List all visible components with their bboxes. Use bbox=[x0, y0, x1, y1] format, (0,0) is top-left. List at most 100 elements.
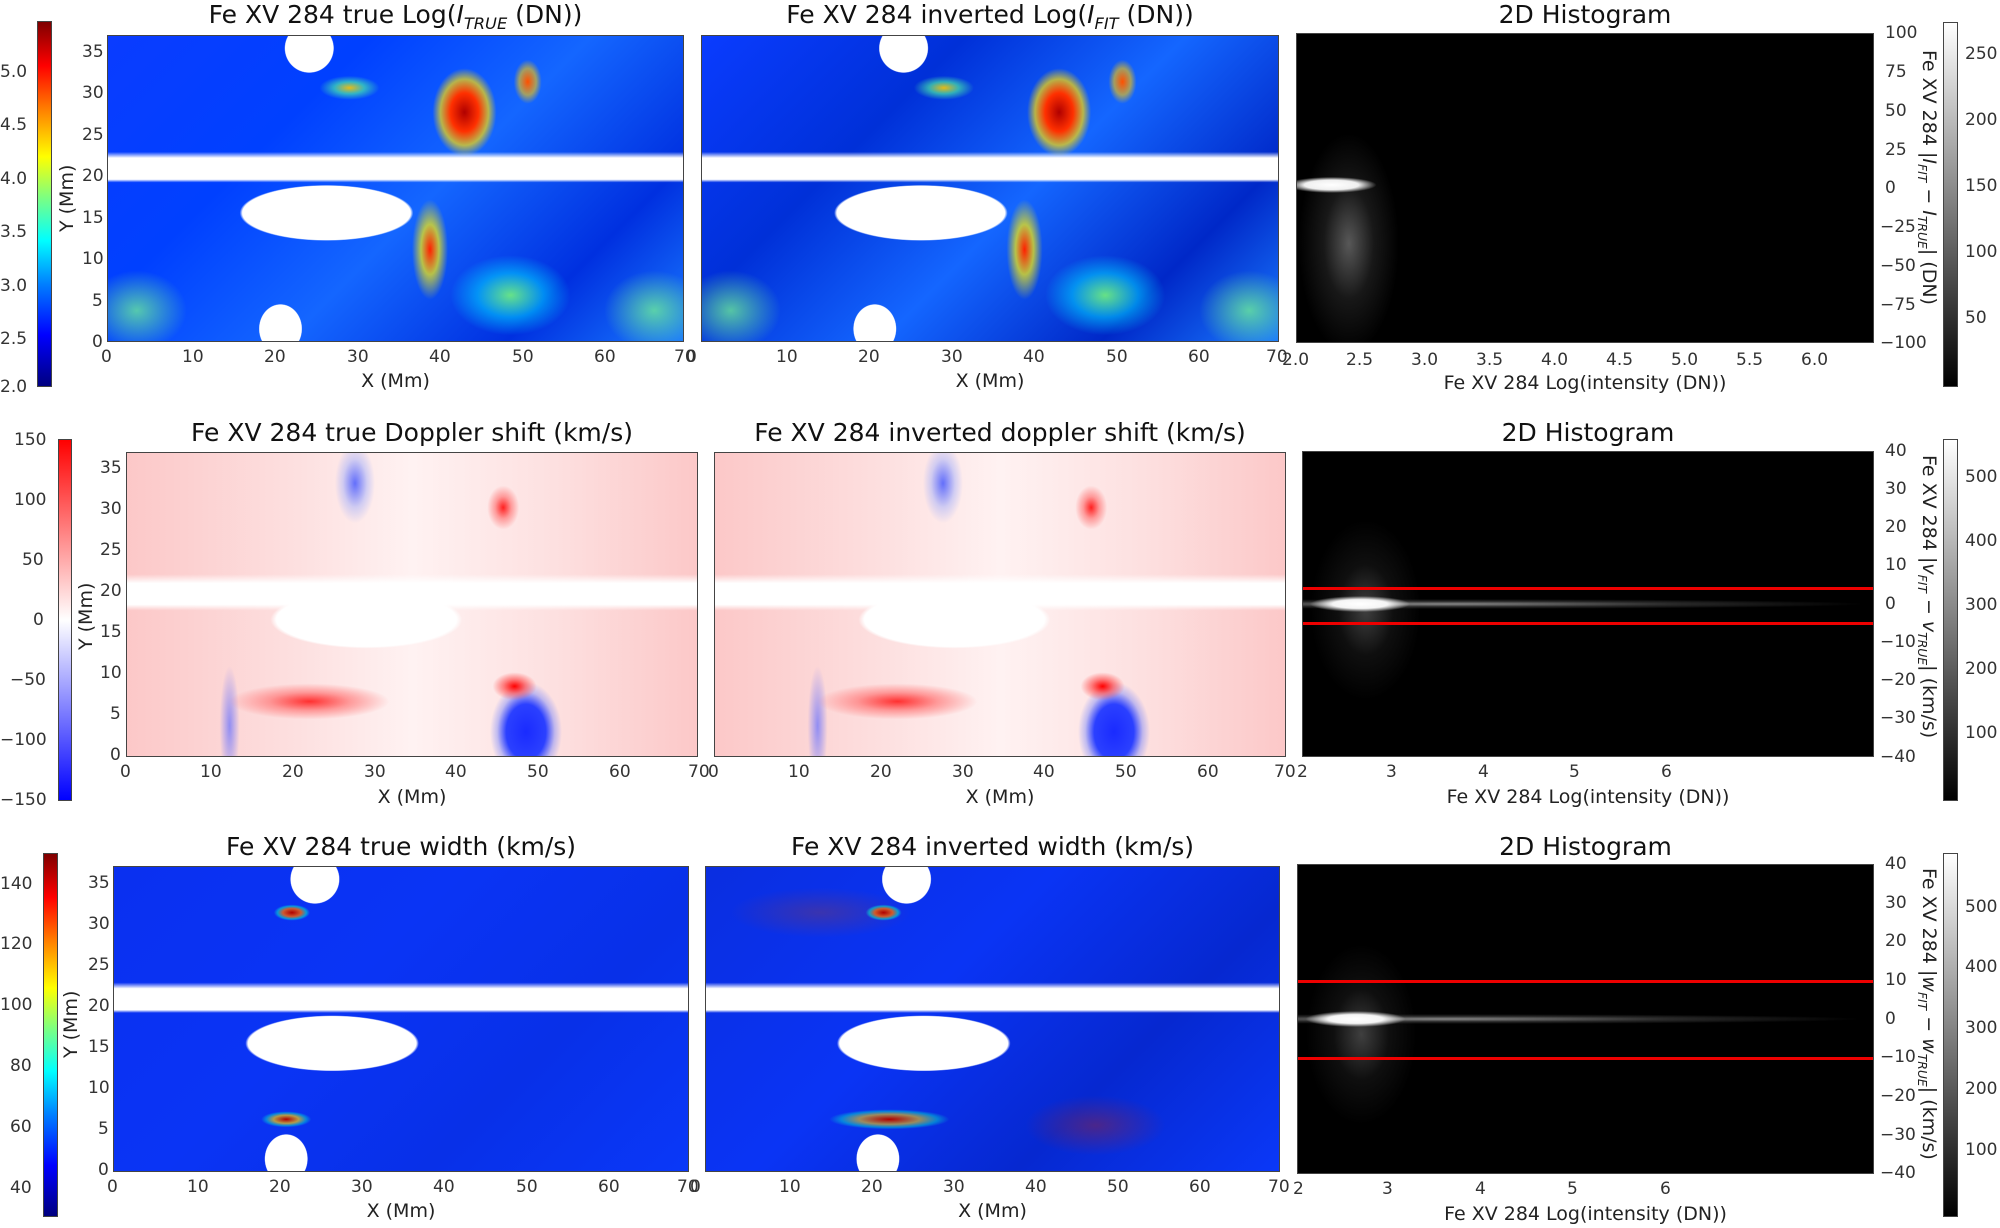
y-tick: −20 bbox=[1880, 1086, 1916, 1106]
cbar-tick: 100 bbox=[1965, 1140, 1998, 1160]
hist-xlabel: Fe XV 284 Log(intensity (DN)) bbox=[1443, 372, 1727, 394]
x-tick: 50 bbox=[1106, 347, 1128, 367]
y-tick: 30 bbox=[1885, 479, 1907, 499]
panel-title-inverted-doppler: Fe XV 284 inverted doppler shift (km/s) bbox=[754, 418, 1246, 447]
x-tick: 30 bbox=[952, 762, 974, 782]
x-tick: 10 bbox=[200, 762, 222, 782]
y-tick: 15 bbox=[88, 1037, 110, 1057]
y-tick: 0 bbox=[1885, 1009, 1896, 1029]
x-axis-label: X (Mm) bbox=[965, 786, 1035, 808]
y-tick: −40 bbox=[1880, 1163, 1916, 1183]
x-tick: 10 bbox=[182, 347, 204, 367]
y-tick: 30 bbox=[88, 914, 110, 934]
x-tick: 60 bbox=[598, 1177, 620, 1197]
map-true-width bbox=[113, 866, 689, 1172]
x-tick: 70 bbox=[677, 1177, 699, 1197]
hist-width bbox=[1297, 864, 1874, 1174]
width-colorbar bbox=[43, 853, 58, 1217]
y-tick: 20 bbox=[1885, 931, 1907, 951]
x-tick: 10 bbox=[779, 1177, 801, 1197]
cbar-tick: −150 bbox=[0, 790, 47, 810]
cbar-tick: 400 bbox=[1965, 531, 1998, 551]
hist-intensity-ylabel: Fe XV 284 |IFIT − ITRUE| (DN) bbox=[1915, 50, 1940, 305]
y-tick: 20 bbox=[88, 996, 110, 1016]
cbar-tick: 100 bbox=[1965, 242, 1998, 262]
x-tick: 30 bbox=[351, 1177, 373, 1197]
x-tick: 50 bbox=[512, 347, 534, 367]
y-tick: −30 bbox=[1880, 708, 1916, 728]
x-tick: 50 bbox=[527, 762, 549, 782]
panel-title-inverted-width: Fe XV 284 inverted width (km/s) bbox=[790, 832, 1195, 861]
panel-title-true-intensity: Fe XV 284 true Log(ITRUE (DN)) bbox=[208, 0, 583, 33]
x-tick: 4.0 bbox=[1541, 350, 1569, 370]
cbar-tick: 400 bbox=[1965, 957, 1998, 977]
hist-intensity-colorbar bbox=[1943, 22, 1958, 387]
x-tick: 5 bbox=[1567, 1179, 1578, 1199]
reference-line-lower bbox=[1298, 1057, 1873, 1060]
cbar-tick: 50 bbox=[22, 550, 44, 570]
hist-doppler-colorbar bbox=[1943, 439, 1958, 801]
cbar-tick: 250 bbox=[1965, 44, 1998, 64]
x-axis-label: X (Mm) bbox=[366, 1200, 436, 1222]
y-tick: 15 bbox=[100, 622, 122, 642]
x-tick: 30 bbox=[364, 762, 386, 782]
y-tick: 5 bbox=[98, 1119, 109, 1139]
y-tick: 0 bbox=[92, 332, 103, 352]
y-tick: 50 bbox=[1885, 101, 1907, 121]
y-tick: 25 bbox=[88, 955, 110, 975]
x-tick: 60 bbox=[1189, 1177, 1211, 1197]
x-axis-label: X (Mm) bbox=[377, 786, 447, 808]
cbar-tick: 150 bbox=[1965, 176, 1998, 196]
cbar-tick: −100 bbox=[0, 730, 47, 750]
x-tick: 20 bbox=[269, 1177, 291, 1197]
cbar-tick: 5.0 bbox=[0, 62, 28, 82]
y-tick: 75 bbox=[1885, 62, 1907, 82]
y-tick: 0 bbox=[1885, 178, 1896, 198]
x-tick: 40 bbox=[429, 347, 451, 367]
y-tick: −75 bbox=[1880, 295, 1916, 315]
doppler-colorbar bbox=[58, 439, 72, 801]
hist-title: 2D Histogram bbox=[1499, 832, 1672, 861]
x-tick: 20 bbox=[282, 762, 304, 782]
cbar-tick: 100 bbox=[0, 995, 33, 1015]
map-inverted-width bbox=[705, 866, 1280, 1172]
y-tick: 20 bbox=[1885, 517, 1907, 537]
reference-line-upper bbox=[1298, 980, 1873, 983]
y-tick: 5 bbox=[92, 291, 103, 311]
x-axis-label: X (Mm) bbox=[361, 370, 430, 392]
y-tick: 40 bbox=[1885, 441, 1907, 461]
x-tick: 60 bbox=[1188, 347, 1210, 367]
y-axis-label: Y (Mm) bbox=[75, 582, 97, 650]
cbar-tick: 100 bbox=[14, 490, 47, 510]
x-tick: 0 bbox=[686, 347, 697, 367]
cbar-tick: 100 bbox=[1965, 723, 1998, 743]
y-tick: 10 bbox=[88, 1078, 110, 1098]
cbar-tick: 4.0 bbox=[0, 169, 28, 189]
hist-doppler bbox=[1302, 451, 1874, 757]
cbar-tick: 500 bbox=[1965, 897, 1998, 917]
x-tick: 6 bbox=[1660, 1179, 1671, 1199]
x-tick: 70 bbox=[1274, 762, 1296, 782]
x-tick: 5.0 bbox=[1671, 350, 1699, 370]
reference-line-lower bbox=[1303, 622, 1873, 625]
x-tick: 20 bbox=[861, 1177, 883, 1197]
cbar-tick: 4.5 bbox=[0, 115, 28, 135]
x-tick: 50 bbox=[516, 1177, 538, 1197]
hist-doppler-ylabel: Fe XV 284 |vFIT − vTRUE| (km/s) bbox=[1915, 455, 1940, 739]
y-tick: 0 bbox=[110, 745, 121, 765]
x-tick: 0 bbox=[708, 762, 719, 782]
x-tick: 0 bbox=[107, 1177, 118, 1197]
y-axis-label: Y (Mm) bbox=[60, 990, 82, 1058]
y-tick: 40 bbox=[1885, 854, 1907, 874]
x-tick: 4.5 bbox=[1606, 350, 1634, 370]
x-tick: 6.0 bbox=[1801, 350, 1829, 370]
cbar-tick: 200 bbox=[1965, 110, 1998, 130]
x-tick: 0 bbox=[120, 762, 131, 782]
x-tick: 60 bbox=[1197, 762, 1219, 782]
x-tick: 40 bbox=[1025, 1177, 1047, 1197]
x-tick: 60 bbox=[609, 762, 631, 782]
x-tick: 40 bbox=[1033, 762, 1055, 782]
y-tick: −10 bbox=[1880, 632, 1916, 652]
x-tick: 20 bbox=[870, 762, 892, 782]
x-tick: 70 bbox=[1268, 1177, 1290, 1197]
